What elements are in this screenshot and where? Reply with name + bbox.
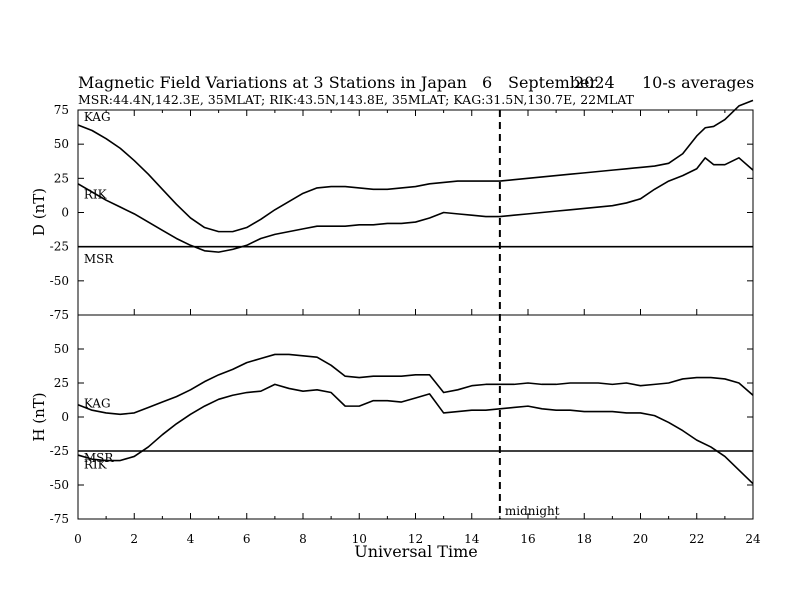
y-tick-label: 0 [61, 410, 69, 424]
x-tick-label: 10 [352, 532, 367, 546]
x-tick-label: 2 [130, 532, 138, 546]
y-tick-label: -25 [50, 240, 69, 254]
x-tick-label: 14 [464, 532, 480, 546]
y-tick-label: -50 [50, 274, 69, 288]
x-tick-label: 18 [577, 532, 592, 546]
date-year: 2024 [574, 73, 615, 92]
station-label-rik: RIK [84, 188, 108, 202]
h-panel-ylabel: H (nT) [30, 392, 48, 441]
station-label-msr: MSR [84, 451, 115, 465]
x-tick-label: 4 [187, 532, 195, 546]
y-tick-label: 25 [54, 171, 69, 185]
station-label-kag: KAG [84, 110, 111, 124]
x-tick-label: 22 [689, 532, 704, 546]
station-coordinates: MSR:44.4N,142.3E, 35MLAT; RIK:43.5N,143.… [78, 92, 635, 107]
averaging-label: 10-s averages [642, 73, 754, 92]
y-tick-label: 25 [54, 376, 69, 390]
series-line-kag [77, 353, 754, 416]
series-line-rik [77, 157, 754, 253]
x-axis-label: Universal Time [354, 542, 477, 561]
station-label-kag: KAG [84, 396, 111, 410]
station-label-msr: MSR [84, 252, 115, 266]
x-tick-label: 6 [243, 532, 251, 546]
x-tick-label: 8 [299, 532, 307, 546]
x-tick-label: 24 [745, 532, 761, 546]
midnight-label: midnight [505, 504, 560, 518]
axis-ticks: 0 2 4 6 8 10 12 14 16 18 20 22 247550250-25-50-75502… [50, 103, 761, 546]
y-tick-label: -75 [50, 512, 69, 526]
date-day: 6 [482, 73, 492, 92]
series-line-rik [77, 383, 754, 485]
d-panel-ylabel: D (nT) [30, 188, 48, 236]
y-tick-label: -75 [50, 308, 69, 322]
y-tick-label: -25 [50, 444, 69, 458]
x-tick-label: 16 [520, 532, 535, 546]
station-label-rik: RIK [84, 458, 108, 472]
x-tick-label: 0 [74, 532, 82, 546]
y-tick-label: 75 [54, 103, 69, 117]
y-tick-label: -50 [50, 478, 69, 492]
x-tick-label: 20 [633, 532, 648, 546]
date-month: September [508, 73, 597, 92]
chart-title: Magnetic Field Variations at 3 Stations … [78, 73, 467, 92]
y-tick-label: 50 [54, 342, 69, 356]
series-lines [77, 99, 754, 485]
y-tick-label: 50 [54, 137, 69, 151]
x-tick-label: 12 [408, 532, 423, 546]
h-panel-frame [77, 314, 754, 520]
series-line-kag [77, 99, 754, 233]
y-tick-label: 0 [61, 206, 69, 220]
d-panel-frame [77, 109, 754, 316]
